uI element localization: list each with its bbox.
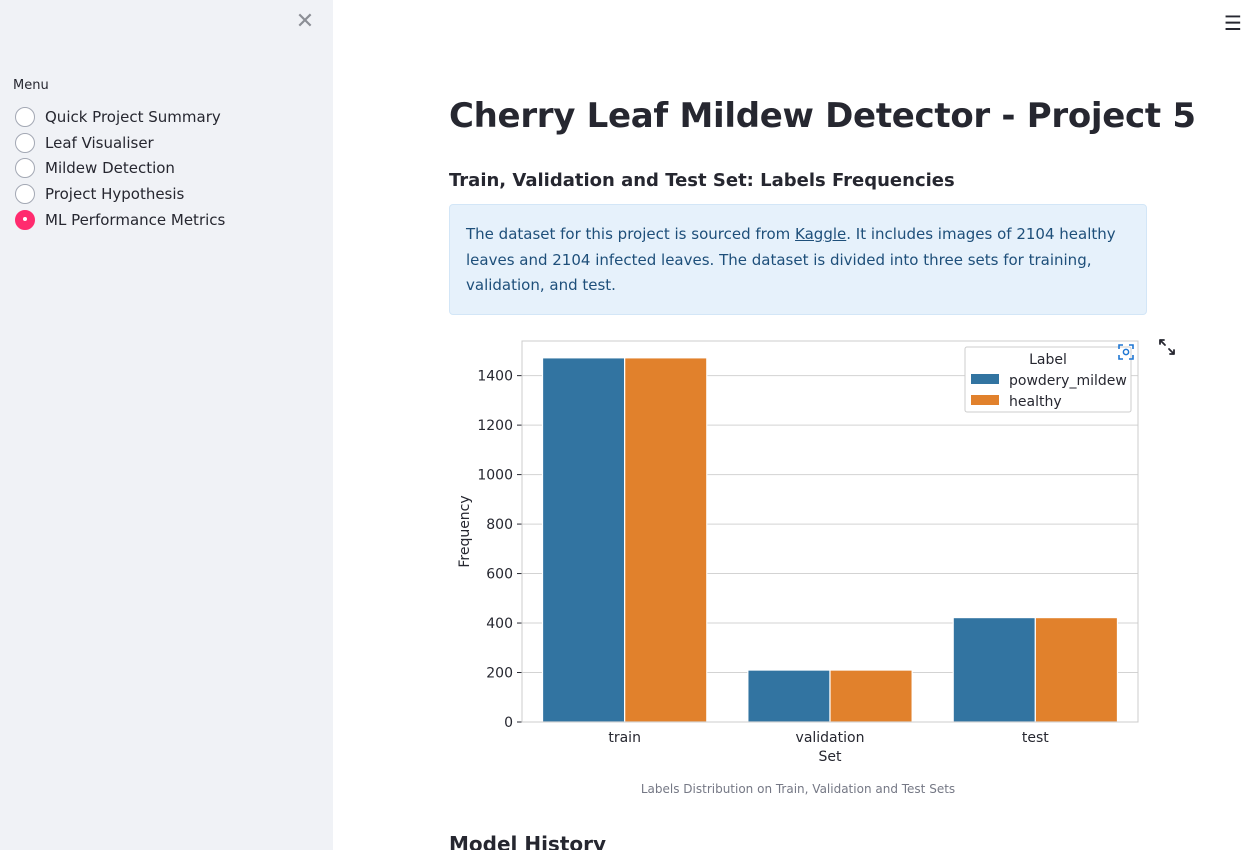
bar-powdery_mildew-test	[952, 616, 1036, 723]
legend-swatch-healthy	[971, 395, 999, 405]
nav-radio-label: Project Hypothesis	[45, 184, 185, 203]
radio-unselected-icon[interactable]	[15, 158, 35, 179]
y-tick-label: 0	[504, 715, 513, 731]
info-box: The dataset for this project is sourced …	[449, 204, 1147, 315]
close-icon[interactable]: ✕	[295, 9, 315, 34]
legend-swatch-powdery_mildew	[971, 374, 999, 384]
info-text-after: . It includes images of 2104 healthy lea…	[466, 225, 1116, 294]
info-text-before: The dataset for this project is sourced …	[466, 225, 796, 243]
y-axis-label: Frequency	[457, 495, 473, 567]
plot-frame	[521, 340, 1139, 723]
nav-radio-label: ML Performance Metrics	[45, 210, 226, 229]
legend-box	[964, 346, 1132, 413]
nav-radio-quick-project-summary[interactable]: Quick Project Summary	[15, 104, 225, 130]
nav-radio-mildew-detection[interactable]: Mildew Detection	[15, 155, 225, 181]
kaggle-link[interactable]: Kaggle	[795, 225, 847, 243]
legend-label: healthy	[1009, 394, 1062, 410]
chart-screenshot-icon[interactable]	[1118, 344, 1134, 360]
y-tick-label: 800	[486, 517, 513, 533]
bar-healthy-validation	[829, 669, 913, 723]
y-tick-label: 1000	[477, 468, 513, 484]
x-axis-label: Set	[819, 749, 843, 765]
x-tick-label: train	[608, 730, 641, 746]
sidebar: ✕ Menu Quick Project Summary Leaf Visual…	[0, 0, 333, 850]
nav-radio-label: Quick Project Summary	[45, 107, 221, 126]
y-tick-label: 1400	[477, 369, 513, 385]
nav-radio-leaf-visualiser[interactable]: Leaf Visualiser	[15, 130, 225, 156]
navigation-radio-group: Quick Project Summary Leaf Visualiser Mi…	[15, 104, 225, 232]
radio-selected-icon[interactable]	[15, 209, 35, 230]
nav-radio-label: Mildew Detection	[45, 159, 175, 178]
bar-healthy-train	[624, 357, 708, 723]
y-tick-label: 1200	[477, 418, 513, 434]
bar-powdery_mildew-validation	[747, 669, 831, 723]
bar-powdery_mildew-train	[541, 357, 626, 723]
y-tick-label: 400	[486, 616, 513, 632]
bar-healthy-test	[1034, 616, 1119, 723]
legend-title: Label	[1029, 352, 1067, 368]
model-history-heading: Model History	[449, 832, 607, 850]
legend-label: powdery_mildew	[1009, 373, 1127, 389]
chart-svg: train validation test 0 200 400 600 800 1000 1200…	[457, 340, 1139, 765]
x-tick-label: validation	[796, 730, 865, 746]
nav-radio-label: Leaf Visualiser	[45, 133, 154, 152]
labels-frequency-chart: train validation test 0 200 400 600 800 1000 1200…	[449, 330, 1149, 770]
chart-caption: Labels Distribution on Train, Validation…	[640, 782, 956, 796]
radio-unselected-icon[interactable]	[15, 106, 35, 127]
y-tick-label: 600	[486, 567, 513, 583]
nav-radio-ml-performance-metrics[interactable]: ML Performance Metrics	[15, 207, 225, 233]
radio-unselected-icon[interactable]	[15, 132, 35, 153]
x-tick-label: test	[1022, 730, 1049, 746]
nav-radio-project-hypothesis[interactable]: Project Hypothesis	[15, 181, 225, 207]
hamburger-menu-icon[interactable]: ☰	[1224, 11, 1242, 35]
fullscreen-expand-icon[interactable]	[1158, 338, 1176, 356]
page-title: Cherry Leaf Mildew Detector - Project 5	[449, 96, 1196, 136]
radio-unselected-icon[interactable]	[15, 183, 35, 204]
y-tick-label: 200	[486, 666, 513, 682]
section-subtitle: Train, Validation and Test Set: Labels F…	[449, 170, 955, 191]
menu-label: Menu	[13, 78, 49, 93]
